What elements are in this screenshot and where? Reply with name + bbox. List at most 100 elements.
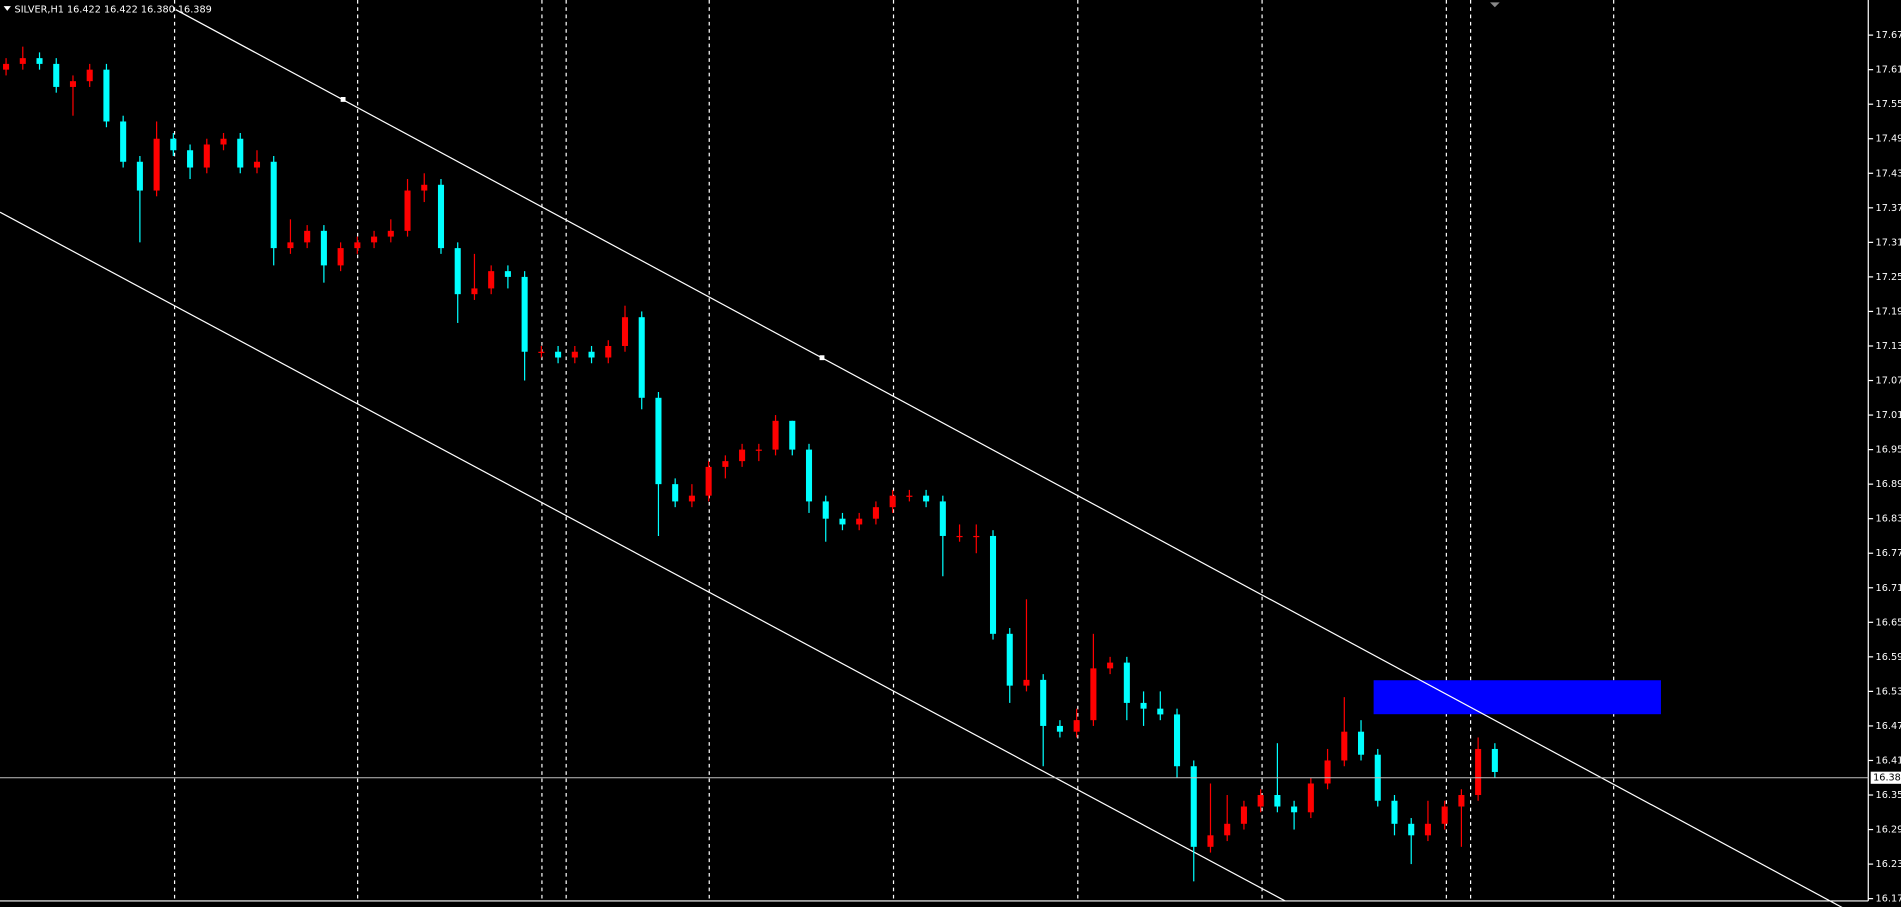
candle-body [253,161,261,168]
y-tick-label: 17.31 [1876,237,1901,248]
candle-body [1173,714,1181,767]
candle-body [638,317,645,398]
trendline-anchor[interactable] [819,355,825,361]
candle-body [1023,679,1030,686]
candle-body [1441,806,1448,824]
candle-body [36,58,43,64]
candle-body [1207,835,1214,847]
y-tick-label: 16.83 [1876,514,1901,525]
candle-body [1073,720,1080,732]
candle-body [1274,795,1281,807]
candle-body [605,345,612,358]
y-tick-label: 16.77 [1876,548,1901,559]
candle-body [1424,823,1431,836]
y-tick-label: 17.37 [1876,203,1901,214]
candle-body [270,161,277,249]
candle-body [471,288,478,295]
channel-upper-line[interactable] [175,9,1868,907]
y-tick-label: 17.19 [1876,306,1901,317]
candle-body [1157,708,1164,715]
candle-body [555,351,562,358]
candle-body [153,138,160,191]
candle-body [906,495,913,497]
candle-body [421,184,428,191]
y-tick-label: 17.01 [1876,410,1901,421]
y-tick-label: 16.71 [1876,583,1901,594]
y-tick-label: 16.29 [1876,825,1901,836]
candle-body [454,248,461,295]
candle-body [320,230,327,266]
shift-marker[interactable] [1490,2,1500,8]
y-tick-label: 17.67 [1876,30,1901,41]
candle-body [220,138,227,145]
candle-body [1307,783,1314,813]
price-axis: 17.67 17.61 17.55 17.49 17.43 17.37 17.31 17.25… [1868,30,1901,905]
channel-lower-line[interactable] [0,211,1286,902]
period-separators [173,0,1615,901]
candle-body [1475,748,1482,796]
y-tick-label: 16.59 [1876,652,1901,663]
candle-body [872,507,879,519]
candle-body [772,420,779,450]
trendline-anchor[interactable] [340,97,346,102]
y-tick-label: 17.43 [1876,168,1901,179]
candle-body [705,466,712,496]
y-tick-label: 16.65 [1876,617,1901,628]
candle-body [371,236,378,243]
candle-body [1358,731,1365,755]
y-tick-label: 17.25 [1876,272,1901,283]
current-price-label: 16.38 [1873,773,1901,784]
candle-body [1491,748,1498,772]
current-price-box [1870,771,1901,784]
y-tick-label: 17.61 [1876,65,1901,76]
candle-body [956,535,963,538]
menu-arrow[interactable] [3,6,11,11]
candle-body [1257,795,1264,807]
candle-body [404,190,411,231]
y-tick-label: 16.95 [1876,445,1901,456]
candle-body [822,501,829,519]
candle-body [437,184,445,249]
candle-body [1341,731,1348,761]
candle-body [53,63,60,87]
candle-body [538,351,545,353]
candle-body [989,535,997,634]
y-tick-label: 16.47 [1876,721,1901,732]
candle-body [1291,806,1298,813]
candles [3,46,1498,882]
candle-body [655,397,662,485]
zone-rectangle[interactable] [1373,680,1661,715]
candle-body [722,461,729,467]
candle-body [1140,702,1147,709]
candle-body [187,150,194,168]
candle-body [1408,823,1415,836]
candle-body [571,351,578,358]
candle-body [1107,662,1114,669]
y-tick-label: 16.17 [1876,894,1901,905]
y-tick-label: 17.13 [1876,341,1901,352]
candle-body [805,449,813,502]
candle-body [3,63,10,70]
candle-body [287,242,294,249]
candle-body [856,518,863,525]
candle-body [86,69,93,82]
y-tick-label: 16.23 [1876,859,1901,870]
candle-body [1224,823,1231,836]
y-tick-label: 16.41 [1876,755,1901,766]
candle-body [672,484,679,502]
candle-body [889,495,896,508]
candle-body [1040,679,1047,726]
candle-body [755,449,762,451]
y-tick-label: 16.53 [1876,686,1901,697]
y-tick-label: 16.35 [1876,790,1901,801]
candle-body [354,242,361,249]
candle-body [923,495,930,502]
candle-body [1458,795,1465,807]
candle-body [237,138,244,168]
candle-body [1240,806,1247,824]
candle-body [939,501,946,536]
candle-body [789,420,796,450]
y-tick-label: 17.55 [1876,99,1901,110]
